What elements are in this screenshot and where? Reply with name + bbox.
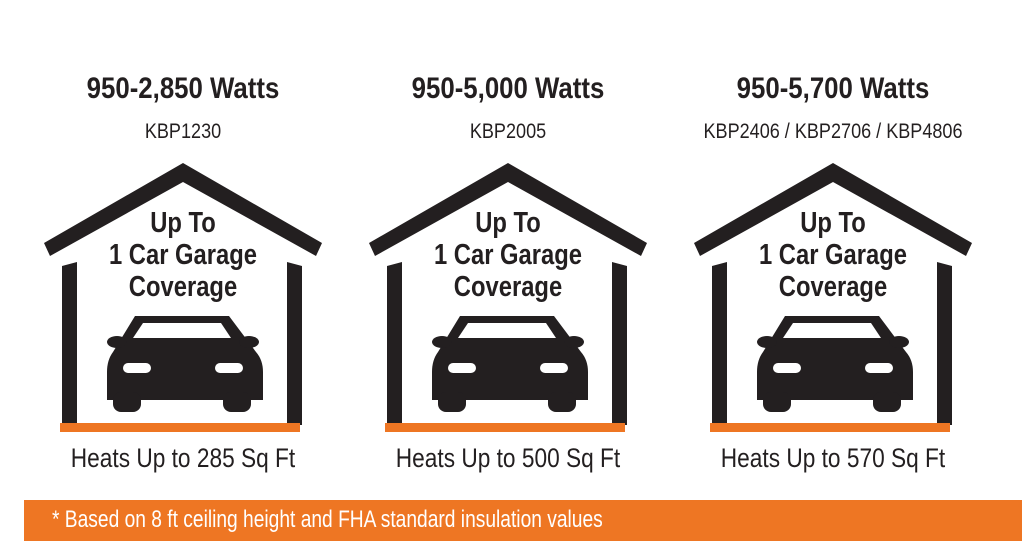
coverage-line: Up To xyxy=(800,207,866,239)
roof xyxy=(369,163,647,256)
wattage-title: 950-5,000 Watts xyxy=(411,72,605,105)
roof xyxy=(44,163,322,256)
heats-area: Heats Up to 500 Sq Ft xyxy=(395,443,621,473)
coverage-line: 1 Car Garage xyxy=(108,239,258,271)
footnote-text: * Based on 8 ft ceiling height and FHA s… xyxy=(52,506,603,533)
footnote-banner: * Based on 8 ft ceiling height and FHA s… xyxy=(24,500,1022,541)
garage-car-icon xyxy=(369,163,647,432)
model-numbers: KBP1230 xyxy=(144,120,222,143)
garage-car-icon xyxy=(44,163,322,432)
heats-area: Heats Up to 285 Sq Ft xyxy=(70,443,296,473)
car-icon xyxy=(432,316,588,412)
wattage-title: 950-5,700 Watts xyxy=(736,72,930,105)
roof xyxy=(694,163,972,256)
coverage-line: Up To xyxy=(150,207,216,239)
model-numbers: KBP2005 xyxy=(469,120,547,143)
wattage-title: 950-2,850 Watts xyxy=(86,72,280,105)
left-wall xyxy=(387,262,402,425)
coverage-text: Up To 1 Car Garage Coverage xyxy=(19,207,347,303)
floor-line xyxy=(710,423,950,432)
left-wall xyxy=(712,262,727,425)
model-numbers: KBP2406 / KBP2706 / KBP4806 xyxy=(703,120,963,143)
coverage-line: Coverage xyxy=(128,271,238,303)
car-icon xyxy=(107,316,263,412)
coverage-line: Coverage xyxy=(453,271,563,303)
coverage-line: Up To xyxy=(475,207,541,239)
heater-panel: 950-2,850 Watts KBP1230 Up To 1 Car Gara… xyxy=(23,0,343,554)
heats-area: Heats Up to 570 Sq Ft xyxy=(720,443,946,473)
coverage-line: 1 Car Garage xyxy=(758,239,908,271)
right-wall xyxy=(612,262,627,425)
heater-panel: 950-5,700 Watts KBP2406 / KBP2706 / KBP4… xyxy=(673,0,993,554)
coverage-text: Up To 1 Car Garage Coverage xyxy=(669,207,997,303)
right-wall xyxy=(287,262,302,425)
floor-line xyxy=(385,423,625,432)
left-wall xyxy=(62,262,77,425)
coverage-text: Up To 1 Car Garage Coverage xyxy=(344,207,672,303)
floor-line xyxy=(60,423,300,432)
heater-panel: 950-5,000 Watts KBP2005 Up To 1 Car Gara… xyxy=(348,0,668,554)
coverage-line: Coverage xyxy=(778,271,888,303)
garage-car-icon xyxy=(694,163,972,432)
car-icon xyxy=(757,316,913,412)
coverage-line: 1 Car Garage xyxy=(433,239,583,271)
right-wall xyxy=(937,262,952,425)
